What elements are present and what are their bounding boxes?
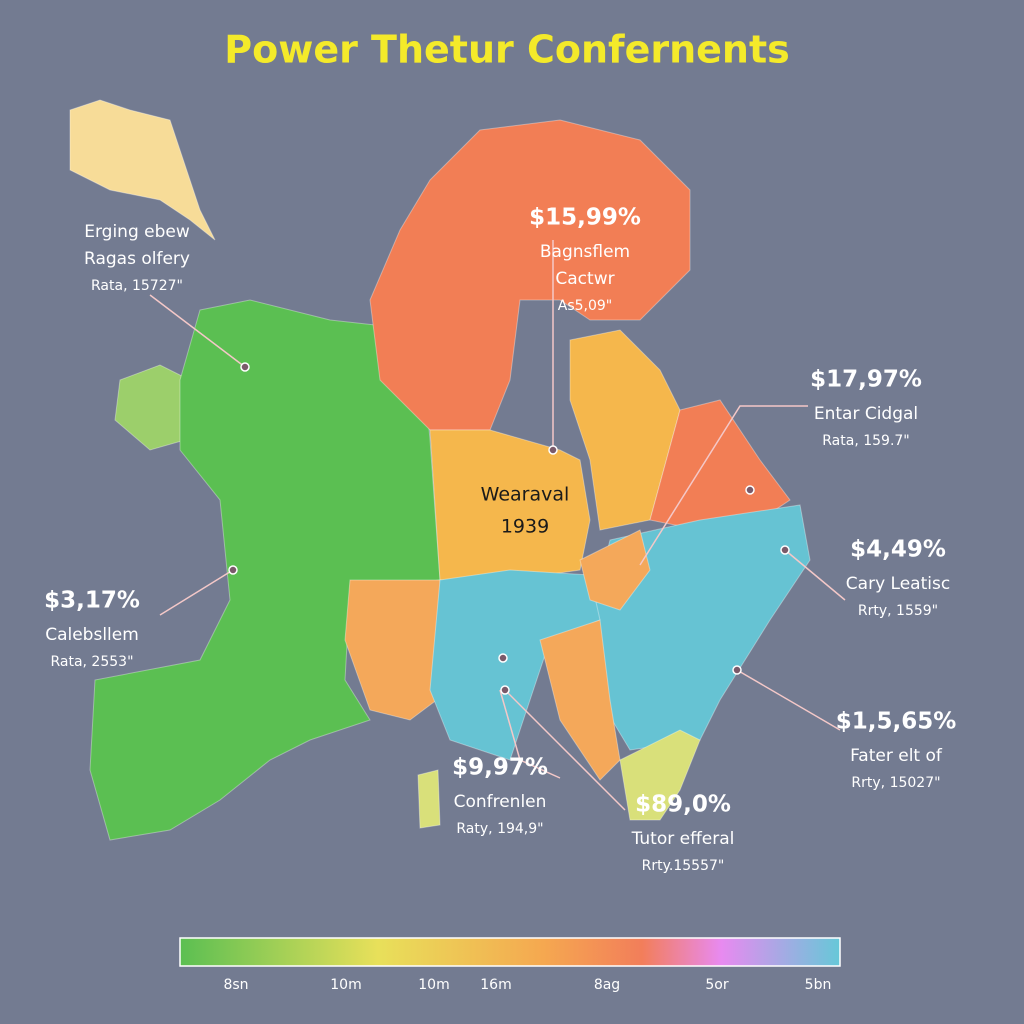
legend-tick-label: 8sn	[223, 977, 248, 993]
callout-text: Cary Leatisc	[846, 574, 950, 594]
leader-line	[736, 669, 841, 731]
callout-text: Rrty.15557"	[642, 858, 725, 874]
leader-dot	[732, 665, 742, 675]
center-label: Wearaval	[481, 484, 570, 506]
region	[69, 99, 216, 241]
title: Power Thetur Confernents	[224, 28, 790, 72]
callout-text: Rata, 159.7"	[822, 433, 910, 449]
leader-line	[499, 689, 561, 779]
callout-value: $15,99%	[529, 205, 641, 231]
legend-tick-label: 16m	[480, 977, 511, 993]
leader-dot	[780, 545, 790, 555]
callout-value: $1,5,65%	[836, 709, 957, 735]
callout-text: Ragas olfery	[84, 249, 190, 269]
callout-text: Bagnsflem	[540, 242, 630, 262]
labels: Erging ebew Ragas olfery Rata, 15727" $15,9…	[44, 205, 956, 994]
leader-line	[784, 549, 846, 601]
legend-tick-label: 5or	[705, 977, 728, 993]
callout-text: Erging ebew	[84, 222, 190, 242]
callout-text: Confrenlen	[454, 792, 547, 812]
leader-dot	[240, 362, 250, 372]
callout-text: Tutor efferal	[631, 829, 735, 849]
callout-value: $3,17%	[44, 588, 140, 614]
leader-dot	[498, 653, 508, 663]
callout-text: Calebsllem	[45, 625, 139, 645]
leader-lines	[149, 240, 846, 811]
center-label: 1939	[501, 516, 549, 538]
legend-tick-label: 5bn	[805, 977, 832, 993]
callout-text: Rrty, 1559"	[858, 603, 938, 619]
map	[69, 99, 811, 841]
callout-text: Fater elt of	[850, 746, 943, 766]
callout-value: $9,97%	[452, 755, 548, 781]
callout-text: Rata, 15727"	[91, 278, 183, 294]
legend-bar	[179, 937, 841, 967]
legend-tick-label: 10m	[418, 977, 449, 993]
callout-text: Rata, 2553"	[50, 654, 133, 670]
leader-dot	[500, 685, 510, 695]
legend-tick-label: 10m	[330, 977, 361, 993]
callout-text: Rrty, 15027"	[851, 775, 940, 791]
region	[429, 569, 601, 761]
leader-line	[639, 405, 808, 566]
region	[369, 119, 691, 431]
legend-tick-label: 8ag	[594, 977, 620, 993]
callout-text: Raty, 194,9"	[456, 821, 543, 837]
leader-line	[149, 294, 246, 368]
callout-text: Cactwr	[555, 269, 614, 289]
callout-value: $17,97%	[810, 367, 922, 393]
leader-dot	[745, 485, 755, 495]
leader-dot	[228, 565, 238, 575]
region	[619, 729, 701, 821]
region	[417, 769, 441, 829]
callout-text: As5,09"	[558, 298, 612, 314]
region	[579, 529, 651, 611]
callout-text: Entar Cidgal	[814, 404, 918, 424]
callout-value: $4,49%	[850, 537, 946, 563]
leader-line	[159, 569, 234, 616]
callout-value: $89,0%	[635, 792, 731, 818]
leader-line	[504, 689, 626, 811]
leader-dot	[548, 445, 558, 455]
